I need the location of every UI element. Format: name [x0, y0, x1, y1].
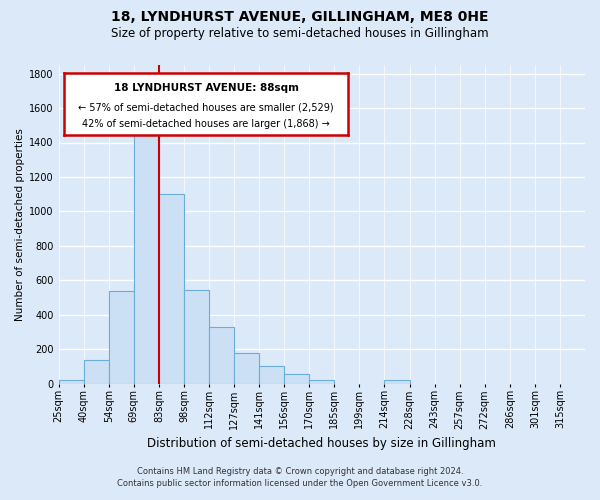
Bar	[284, 374, 309, 384]
Text: Contains HM Land Registry data © Crown copyright and database right 2024.
Contai: Contains HM Land Registry data © Crown c…	[118, 466, 482, 487]
Bar	[109, 290, 134, 384]
X-axis label: Distribution of semi-detached houses by size in Gillingham: Distribution of semi-detached houses by …	[148, 437, 496, 450]
Text: 18 LYNDHURST AVENUE: 88sqm: 18 LYNDHURST AVENUE: 88sqm	[113, 84, 299, 94]
Bar	[134, 134, 159, 384]
Bar	[309, 380, 334, 384]
Bar	[385, 380, 410, 384]
Bar	[259, 366, 284, 384]
Text: 42% of semi-detached houses are larger (1,868) →: 42% of semi-detached houses are larger (…	[82, 119, 330, 129]
Bar	[84, 360, 109, 384]
Y-axis label: Number of semi-detached properties: Number of semi-detached properties	[15, 128, 25, 320]
Bar	[184, 290, 209, 384]
Bar	[234, 354, 259, 384]
Bar	[209, 327, 234, 384]
Bar	[159, 194, 184, 384]
Text: ← 57% of semi-detached houses are smaller (2,529): ← 57% of semi-detached houses are smalle…	[78, 103, 334, 113]
Bar	[59, 380, 84, 384]
Text: Size of property relative to semi-detached houses in Gillingham: Size of property relative to semi-detach…	[111, 28, 489, 40]
Text: 18, LYNDHURST AVENUE, GILLINGHAM, ME8 0HE: 18, LYNDHURST AVENUE, GILLINGHAM, ME8 0H…	[111, 10, 489, 24]
